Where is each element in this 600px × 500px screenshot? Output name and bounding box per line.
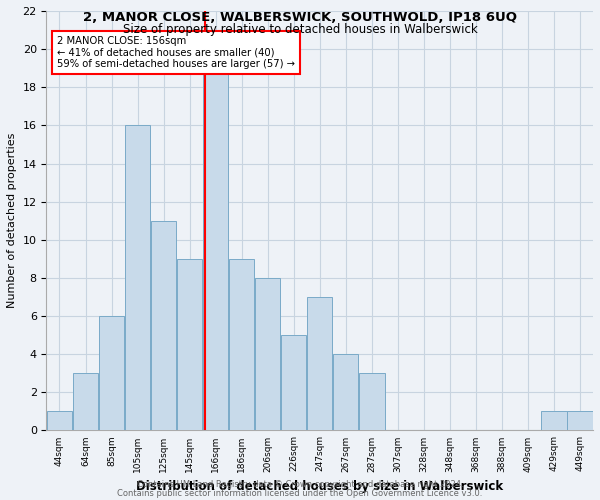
Text: 2, MANOR CLOSE, WALBERSWICK, SOUTHWOLD, IP18 6UQ: 2, MANOR CLOSE, WALBERSWICK, SOUTHWOLD, … [83, 11, 517, 24]
Bar [151, 220, 176, 430]
Bar [73, 374, 98, 430]
Bar [47, 412, 72, 430]
Bar [541, 412, 567, 430]
Bar [177, 259, 202, 430]
Y-axis label: Number of detached properties: Number of detached properties [7, 133, 17, 308]
Bar [281, 335, 307, 430]
Text: Size of property relative to detached houses in Walberswick: Size of property relative to detached ho… [122, 24, 478, 36]
Bar [568, 412, 593, 430]
Bar [255, 278, 280, 430]
Bar [333, 354, 358, 430]
Bar [125, 126, 150, 430]
Text: 2 MANOR CLOSE: 156sqm
← 41% of detached houses are smaller (40)
59% of semi-deta: 2 MANOR CLOSE: 156sqm ← 41% of detached … [58, 36, 295, 70]
Bar [99, 316, 124, 430]
Text: Contains public sector information licensed under the Open Government Licence v3: Contains public sector information licen… [118, 489, 482, 498]
Text: Contains HM Land Registry data © Crown copyright and database right 2024.: Contains HM Land Registry data © Crown c… [137, 480, 463, 489]
Bar [203, 68, 229, 430]
Bar [307, 297, 332, 430]
Bar [359, 374, 385, 430]
Bar [229, 259, 254, 430]
X-axis label: Distribution of detached houses by size in Walberswick: Distribution of detached houses by size … [136, 480, 503, 493]
